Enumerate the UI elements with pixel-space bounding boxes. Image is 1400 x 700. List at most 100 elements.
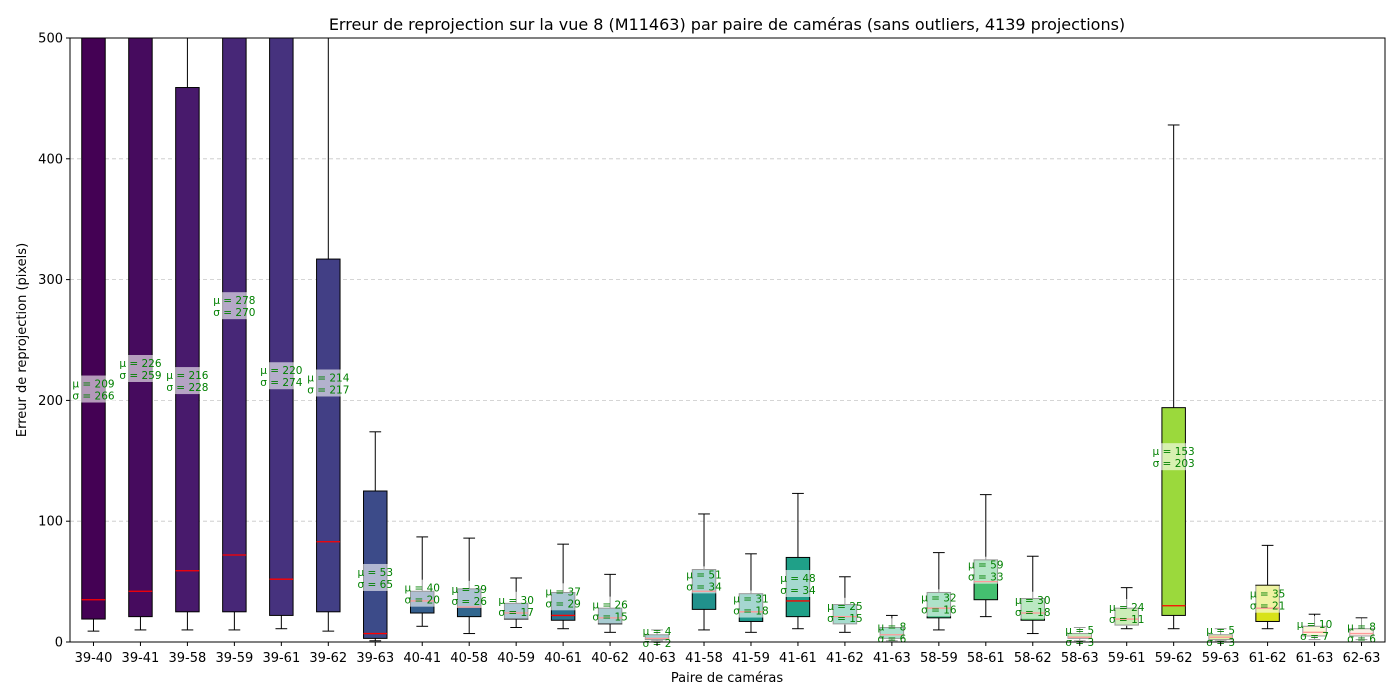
stat-std-label: σ = 17 <box>498 607 534 619</box>
stat-std-label: σ = 266 <box>72 391 114 403</box>
x-tick-label: 39-58 <box>169 651 207 666</box>
stat-mean-label: µ = 59 <box>968 560 1004 572</box>
x-tick-label: 40-59 <box>497 651 535 666</box>
stat-std-label: σ = 18 <box>733 606 769 618</box>
stat-label: µ = 30σ = 17 <box>494 591 539 619</box>
stat-label-bg <box>1245 585 1290 613</box>
x-tick-label: 39-59 <box>215 651 253 666</box>
stat-label: µ = 51σ = 34 <box>682 566 727 594</box>
x-tick-label: 41-61 <box>779 651 817 666</box>
stat-mean-label: µ = 39 <box>451 584 487 596</box>
stat-mean-label: µ = 214 <box>307 372 350 384</box>
x-tick-label: 40-62 <box>591 651 629 666</box>
x-tick-label: 39-61 <box>262 651 300 666</box>
stat-std-label: σ = 15 <box>592 612 628 624</box>
stat-mean-label: µ = 37 <box>545 586 581 598</box>
stat-mean-label: µ = 24 <box>1109 602 1145 614</box>
y-tick-label: 0 <box>55 636 63 651</box>
stat-label-bg <box>212 292 257 320</box>
x-tick-label: 58-62 <box>1014 651 1052 666</box>
stat-label: µ = 25σ = 15 <box>822 597 867 625</box>
stat-mean-label: µ = 30 <box>498 595 534 607</box>
box-39-61 <box>269 37 294 616</box>
stat-std-label: σ = 7 <box>1300 631 1329 643</box>
box-39-41 <box>128 37 153 618</box>
x-tick-label: 40-41 <box>403 651 441 666</box>
stat-std-label: σ = 34 <box>780 585 816 597</box>
stat-mean-label: µ = 40 <box>404 583 440 595</box>
x-tick-label: 40-63 <box>638 651 676 666</box>
x-tick-label: 58-63 <box>1061 651 1099 666</box>
stat-mean-label: µ = 5 <box>1206 625 1235 637</box>
stat-label: µ = 26σ = 15 <box>588 596 633 624</box>
stat-std-label: σ = 11 <box>1109 614 1145 626</box>
y-tick-label: 100 <box>38 515 63 530</box>
stat-label-bg <box>494 591 539 619</box>
stat-mean-label: µ = 26 <box>592 600 628 612</box>
stat-std-label: σ = 274 <box>260 377 302 389</box>
stat-label: µ = 32σ = 16 <box>916 589 961 617</box>
stat-label: µ = 24σ = 11 <box>1104 599 1149 627</box>
stat-label-bg <box>869 618 914 646</box>
stat-mean-label: µ = 216 <box>166 370 209 382</box>
stat-std-label: σ = 203 <box>1153 458 1195 470</box>
y-tick-label: 400 <box>38 152 63 167</box>
y-tick-label: 500 <box>38 32 63 47</box>
stat-label: µ = 59σ = 33 <box>963 556 1008 584</box>
x-tick-label: 41-63 <box>873 651 911 666</box>
box-39-59 <box>222 37 247 613</box>
x-tick-label: 59-62 <box>1155 651 1193 666</box>
stat-label: µ = 53σ = 65 <box>353 563 398 591</box>
x-tick-label: 39-63 <box>356 651 394 666</box>
stat-label: µ = 48σ = 34 <box>775 570 820 598</box>
stat-mean-label: µ = 220 <box>260 365 302 377</box>
stat-label: µ = 39σ = 26 <box>447 580 492 608</box>
stat-label: µ = 35σ = 21 <box>1245 585 1290 613</box>
stat-label-bg <box>165 367 210 395</box>
x-tick-label: 61-63 <box>1296 651 1334 666</box>
stat-label-bg <box>775 570 820 598</box>
stat-label: µ = 37σ = 29 <box>541 583 586 611</box>
stat-mean-label: µ = 10 <box>1297 619 1333 631</box>
stat-std-label: σ = 228 <box>166 382 208 394</box>
plot-frame <box>69 37 1386 643</box>
x-tick-label: 58-61 <box>967 651 1005 666</box>
stat-mean-label: µ = 5 <box>1065 625 1094 637</box>
x-tick-label: 39-62 <box>309 651 347 666</box>
stat-mean-label: µ = 53 <box>358 567 394 579</box>
stat-std-label: σ = 26 <box>451 596 487 608</box>
stat-std-label: σ = 15 <box>827 613 863 625</box>
stat-mean-label: µ = 31 <box>733 594 769 606</box>
stat-mean-label: µ = 35 <box>1250 589 1286 601</box>
stat-std-label: σ = 20 <box>404 595 440 607</box>
stat-label-bg <box>353 563 398 591</box>
stat-std-label: σ = 270 <box>213 307 255 319</box>
box-39-40 <box>81 37 106 620</box>
stat-std-label: σ = 29 <box>545 598 581 610</box>
stat-std-label: σ = 18 <box>1015 607 1051 619</box>
x-tick-label: 40-61 <box>544 651 582 666</box>
stat-mean-label: µ = 30 <box>1015 595 1051 607</box>
chart-title: Erreur de reprojection sur la vue 8 (M11… <box>329 15 1125 34</box>
stat-label-bg <box>682 566 727 594</box>
stat-mean-label: µ = 278 <box>213 295 255 307</box>
stat-mean-label: µ = 48 <box>780 573 816 585</box>
box-59-62 <box>1161 407 1186 616</box>
stat-label-bg <box>1292 615 1337 643</box>
stat-mean-label: µ = 153 <box>1153 446 1195 458</box>
stat-std-label: σ = 65 <box>358 579 394 591</box>
x-tick-label: 41-59 <box>732 651 770 666</box>
box-39-62 <box>316 258 341 613</box>
stat-label-bg <box>259 362 304 390</box>
stat-std-label: σ = 259 <box>119 370 161 382</box>
x-tick-label: 41-62 <box>826 651 864 666</box>
